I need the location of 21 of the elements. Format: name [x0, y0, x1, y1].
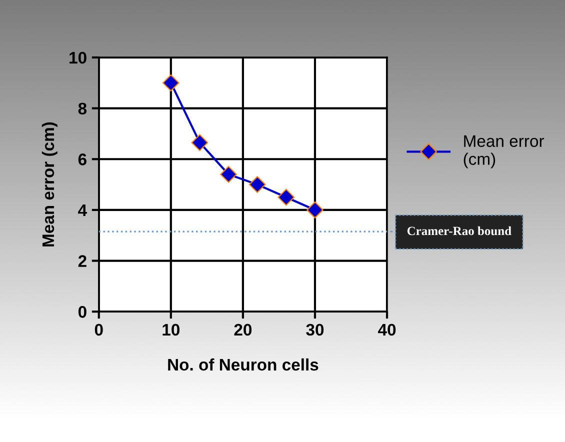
y-tick-label: 10: [70, 52, 86, 64]
point: [306, 202, 324, 218]
x-tick-label: 40: [378, 324, 396, 336]
x-tick-label: 30: [306, 324, 324, 336]
y-tick-label: 8: [78, 102, 87, 114]
x-tick-label: 10: [162, 324, 180, 336]
y-tick-label: 2: [78, 255, 86, 267]
legend-label: Mean error (cm): [464, 135, 544, 168]
y-tick-label: 0: [78, 306, 86, 318]
point: [278, 188, 295, 206]
ref-line-label: Cramer-Rao bound: [407, 226, 512, 236]
x-tick-label: 0: [94, 324, 103, 336]
y-axis-title: Mean error (cm): [42, 122, 58, 246]
point: [162, 74, 180, 92]
y-tick-label: 4: [78, 204, 87, 216]
x-tick-label: 20: [234, 324, 252, 336]
point: [248, 176, 266, 193]
point: [191, 134, 208, 152]
point: [220, 166, 237, 183]
y-tick-label: 6: [78, 154, 86, 166]
x-axis-title: No. of Neuron cells: [168, 358, 318, 371]
